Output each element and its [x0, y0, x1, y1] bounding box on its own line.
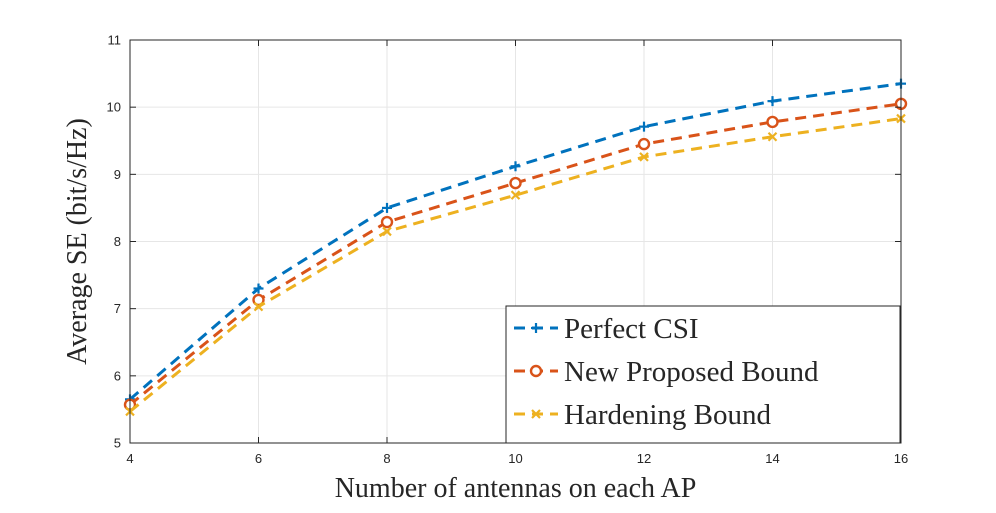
- data-point: [509, 176, 522, 190]
- y-tick-label: 8: [114, 234, 121, 249]
- data-point: [253, 283, 264, 294]
- legend-entry: Perfect CSI: [514, 313, 699, 345]
- legend-marker: [529, 364, 543, 378]
- data-point: [382, 226, 392, 237]
- data-point: [637, 137, 651, 151]
- data-point: [380, 215, 394, 229]
- y-tick-label: 11: [108, 33, 122, 48]
- y-tick-label: 5: [114, 436, 121, 451]
- data-point: [767, 131, 778, 142]
- legend-entry: New Proposed Bound: [514, 356, 819, 388]
- y-tick-label: 6: [114, 368, 121, 383]
- y-tick-label: 7: [114, 301, 121, 316]
- data-point: [766, 115, 779, 129]
- x-tick-label: 16: [894, 451, 908, 466]
- legend-marker: [531, 409, 541, 419]
- data-point: [639, 121, 649, 132]
- y-axis-title: Average SE (bit/s/Hz): [62, 118, 93, 365]
- data-point: [510, 190, 521, 200]
- legend-entry: Hardening Bound: [514, 399, 771, 431]
- data-point: [253, 301, 264, 312]
- x-tick-label: 4: [126, 451, 133, 466]
- x-axis-title: Number of antennas on each AP: [335, 473, 697, 504]
- y-tick-label: 9: [114, 167, 121, 182]
- legend-marker: [531, 323, 541, 333]
- x-tick-label: 12: [637, 451, 651, 466]
- data-point: [639, 152, 649, 162]
- x-tick-label: 10: [508, 451, 522, 466]
- x-tick-label: 8: [383, 451, 390, 466]
- x-tick-label: 14: [765, 451, 779, 466]
- ticks: 4 6 8 10 12 14 16 5 6 7 8 9 10 11: [107, 33, 909, 467]
- legend-box: [505, 305, 901, 444]
- legend-label: Perfect CSI: [564, 313, 699, 345]
- y-tick-label: 10: [107, 100, 121, 115]
- series-layer: [123, 78, 908, 417]
- data-point: [382, 202, 392, 213]
- legend: Perfect CSI New Proposed Bound Hardening B…: [505, 305, 901, 444]
- x-tick-label: 6: [255, 451, 262, 466]
- legend-label: Hardening Bound: [564, 399, 771, 431]
- data-point: [510, 161, 521, 172]
- legend-label: New Proposed Bound: [564, 356, 819, 388]
- data-point: [767, 96, 778, 107]
